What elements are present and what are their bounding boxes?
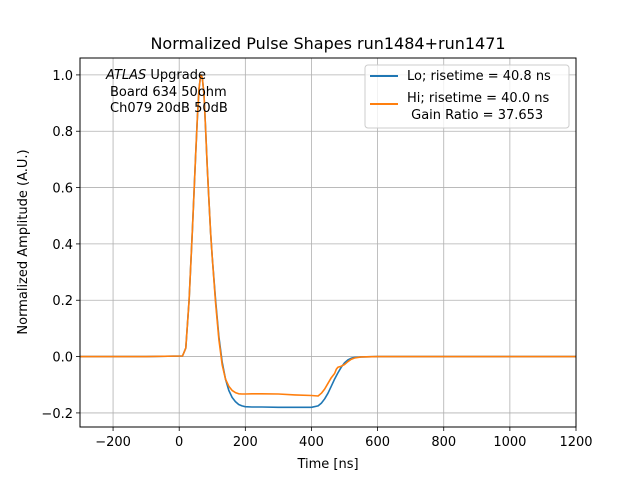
legend: Lo; risetime = 40.8 ns Hi; risetime = 40…	[364, 64, 570, 129]
x-tick-label: −200	[95, 435, 131, 450]
y-tick-label: 0.2	[52, 294, 73, 309]
y-axis-label: Normalized Amplitude (A.U.)	[16, 149, 31, 334]
x-axis-label: Time [ns]	[296, 457, 358, 472]
x-tick-label: 0	[175, 435, 183, 450]
x-axis-ticks: −200 0 200 400 600 800 1000 1200	[95, 427, 593, 450]
x-tick-label: 600	[365, 435, 390, 450]
annotation-line-3: Ch079 20dB 50dB	[110, 101, 228, 116]
annotation-line-1: ATLAS Upgrade	[105, 68, 206, 83]
y-tick-label: −0.2	[41, 407, 73, 422]
x-tick-label: 200	[233, 435, 258, 450]
legend-label-lo: Lo; risetime = 40.8 ns	[407, 69, 551, 84]
annotation-box: ATLAS Upgrade Board 634 50ohm Ch079 20dB…	[105, 68, 228, 116]
atlas-label: ATLAS	[105, 68, 146, 83]
x-tick-label: 1200	[559, 435, 592, 450]
x-tick-label: 1000	[493, 435, 526, 450]
legend-label-gain-ratio: Gain Ratio = 37.653	[407, 108, 543, 123]
annotation-line-2: Board 634 50ohm	[110, 85, 227, 100]
plot-frame	[79, 57, 577, 428]
y-tick-label: 0.0	[52, 351, 73, 366]
y-tick-label: 0.6	[52, 182, 73, 197]
y-tick-label: 0.8	[52, 125, 73, 140]
series-line-hi	[80, 74, 576, 397]
y-tick-label: 1.0	[52, 69, 73, 84]
legend-box	[364, 64, 570, 129]
y-tick-label: 0.4	[52, 238, 73, 253]
chart-title: Normalized Pulse Shapes run1484+run1471	[150, 34, 505, 53]
y-axis-ticks: −0.2 0.0 0.2 0.4 0.6 0.8 1.0	[41, 69, 80, 422]
series-lines	[80, 74, 576, 409]
upgrade-label: Upgrade	[146, 68, 206, 83]
x-tick-label: 800	[431, 435, 456, 450]
legend-label-hi: Hi; risetime = 40.0 ns	[407, 91, 549, 106]
x-tick-label: 400	[299, 435, 324, 450]
